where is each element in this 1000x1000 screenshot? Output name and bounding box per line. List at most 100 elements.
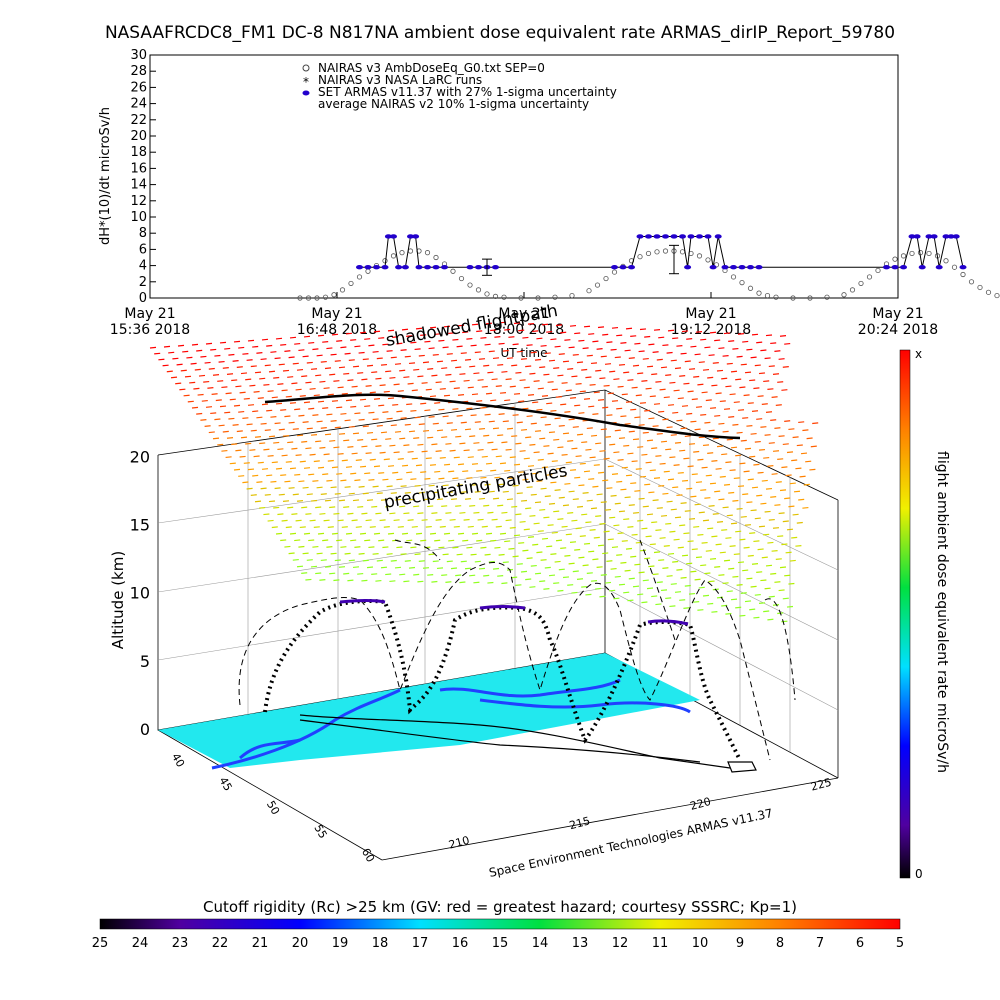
top-x-tick-label-time: 15:36 2018 (110, 322, 190, 338)
particle-dash (285, 526, 292, 529)
particle-dash (361, 579, 368, 582)
particle-dash (267, 390, 274, 392)
particle-dash (533, 522, 540, 525)
particle-dash (695, 331, 703, 333)
particle-dash (435, 450, 442, 452)
particle-dash (757, 395, 764, 398)
nairas-v3-point (849, 287, 856, 293)
particle-dash (760, 349, 767, 352)
particle-dash (649, 469, 656, 472)
particle-dash (397, 526, 404, 528)
particle-dash (382, 546, 389, 549)
particle-dash (553, 367, 560, 369)
top-y-tick-label: 26 (130, 80, 147, 95)
particle-dash (684, 435, 691, 438)
particle-dash (708, 580, 715, 583)
particle-dash (394, 566, 402, 569)
particle-dash (417, 443, 424, 446)
particle-dash (252, 474, 259, 477)
particle-dash (721, 377, 728, 380)
armas-point (390, 234, 397, 239)
particle-dash (705, 474, 712, 477)
particle-dash (512, 555, 519, 558)
particle-dash (548, 431, 556, 434)
particle-dash (585, 593, 592, 596)
particle-dash (403, 580, 410, 583)
particle-dash (623, 444, 630, 447)
particle-dash (539, 580, 546, 583)
particle-dash (271, 461, 278, 464)
particle-dash (771, 550, 778, 552)
particle-dash (235, 449, 242, 452)
particle-dash (631, 533, 638, 536)
particle-dash (434, 470, 441, 473)
particle-dash (674, 367, 682, 370)
particle-dash (208, 431, 215, 434)
particle-dash (359, 465, 367, 468)
particle-dash (425, 525, 432, 528)
particle-dash (732, 347, 739, 350)
particle-dash (602, 552, 609, 555)
particle-dash (704, 497, 711, 499)
particle-dash (742, 493, 749, 496)
particle-dash (355, 392, 362, 395)
particle-dash (394, 498, 402, 501)
particle-dash (571, 375, 578, 378)
particle-dash (754, 440, 761, 443)
particle-dash (550, 553, 557, 555)
particle-dash (609, 443, 616, 446)
particle-dash (681, 554, 689, 557)
particle-dash (501, 441, 508, 444)
particle-dash (287, 376, 294, 378)
particle-dash (653, 551, 661, 554)
particle-dash (224, 347, 231, 350)
particle-dash (282, 369, 290, 372)
particle-dash (739, 538, 746, 541)
particle-dash (600, 355, 607, 358)
top-x-tick-label-time: 19:12 2018 (671, 322, 751, 338)
particle-dash (380, 431, 388, 434)
particle-dash (394, 430, 402, 433)
particle-dash (604, 508, 612, 511)
particle-dash (289, 532, 297, 535)
particle-dash (639, 402, 647, 404)
particle-dash (669, 381, 676, 384)
particle-dash (212, 374, 220, 376)
particle-dash (403, 376, 410, 379)
bottom-colorbar-tick-label: 22 (212, 936, 229, 951)
particle-dash (802, 429, 809, 432)
nairas-v3-point (552, 294, 558, 300)
particle-dash (499, 321, 507, 324)
particle-dash (540, 559, 547, 561)
particle-dash (210, 348, 217, 351)
particle-dash (576, 505, 584, 508)
particle-dash (778, 512, 785, 515)
particle-dash (553, 582, 560, 584)
particle-dash (798, 498, 805, 501)
particle-dash (414, 416, 421, 419)
particle-dash (254, 371, 262, 374)
cutoff-rigidity-surface (158, 653, 700, 768)
particle-dash (312, 414, 319, 416)
particle-dash (499, 392, 507, 394)
particle-dash (417, 580, 424, 583)
particle-dash (744, 600, 752, 603)
particle-dash (508, 547, 515, 550)
particle-dash (812, 422, 819, 425)
particle-dash (677, 546, 684, 549)
particle-dash (642, 579, 649, 582)
particle-dash (476, 469, 483, 472)
particle-dash (291, 382, 298, 385)
nairas-v3-point (705, 257, 711, 263)
particle-dash (693, 375, 700, 378)
particle-dash (345, 466, 353, 468)
nairas-v3-point (382, 258, 388, 264)
particle-dash (568, 346, 575, 349)
particle-dash (271, 526, 278, 529)
particle-dash (229, 462, 236, 465)
particle-dash (714, 490, 721, 493)
particle-dash (523, 457, 530, 460)
particle-dash (775, 481, 782, 483)
particle-dash (366, 431, 374, 434)
